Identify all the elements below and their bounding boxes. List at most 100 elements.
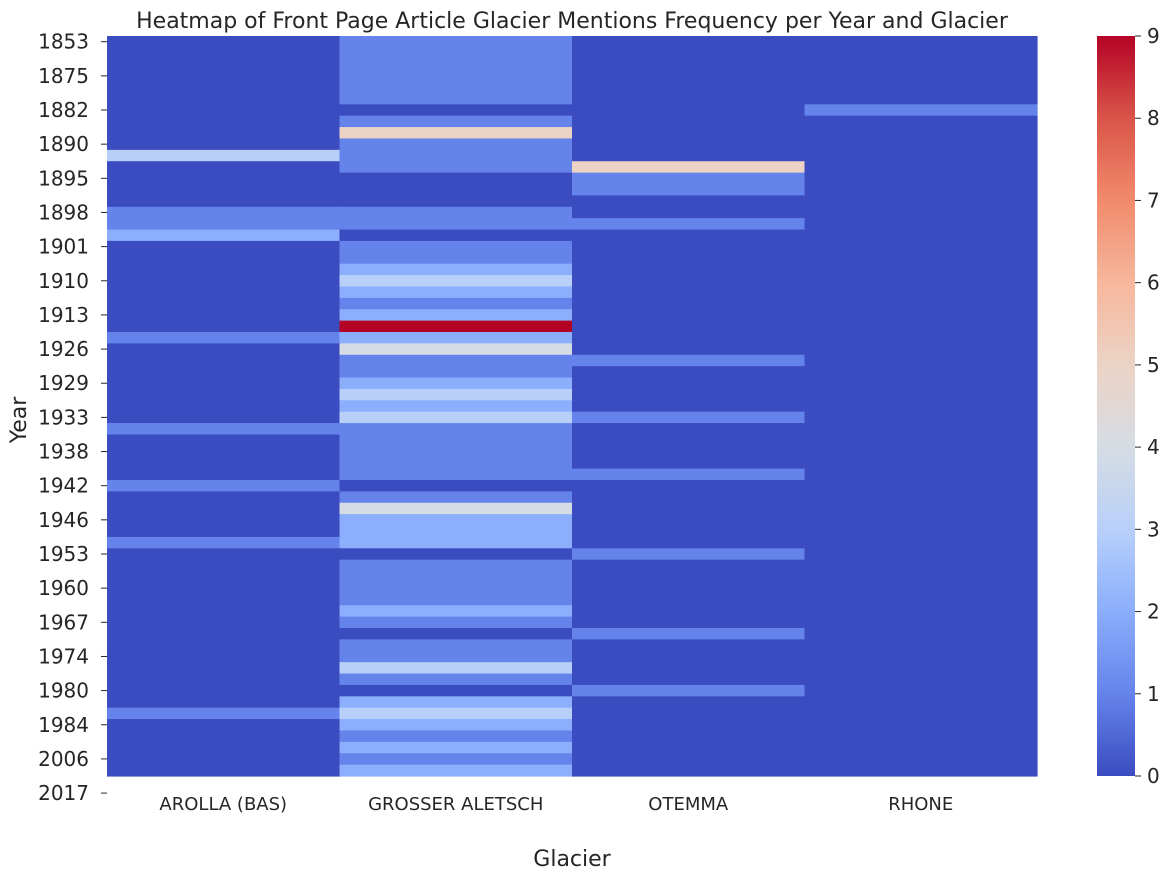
heatmap-cell — [107, 58, 341, 71]
heatmap-cell — [572, 434, 806, 447]
heatmap-cell — [572, 92, 806, 105]
colorbar-tick-label: 2 — [1147, 600, 1160, 624]
heatmap-cell — [107, 92, 341, 105]
y-tick-label: 1926 — [38, 337, 89, 361]
heatmap-cell — [804, 457, 1038, 470]
heatmap-cell — [339, 47, 573, 60]
heatmap-cell — [572, 81, 806, 94]
y-axis-ticks: 1853 1875 1882 1890 1895 1898 1901 1910 1913 1926… — [38, 30, 107, 805]
heatmap-cell — [572, 229, 806, 242]
heatmap-cell — [572, 559, 806, 572]
heatmap-cell — [339, 423, 573, 436]
heatmap-cell — [572, 628, 806, 640]
heatmap-cell — [339, 263, 573, 276]
heatmap-cell — [804, 480, 1038, 492]
heatmap-cell — [107, 195, 341, 208]
heatmap-cell — [107, 184, 341, 196]
heatmap-cell — [339, 218, 573, 231]
heatmap-cell — [804, 468, 1038, 481]
heatmap-cell — [804, 377, 1038, 390]
heatmap-cell — [339, 354, 573, 367]
heatmap-cell — [107, 70, 341, 83]
heatmap-cell — [572, 616, 806, 629]
heatmap-cell — [572, 662, 806, 675]
heatmap-cell — [804, 559, 1038, 572]
heatmap-cell — [572, 47, 806, 60]
heatmap-cell — [804, 332, 1038, 344]
heatmap-cell — [339, 388, 573, 401]
heatmap-cell — [572, 354, 806, 367]
y-tick-label: 1913 — [38, 303, 89, 327]
colorbar-tick-label: 6 — [1147, 271, 1160, 295]
heatmap-cell — [339, 286, 573, 299]
heatmap-cell — [339, 36, 573, 48]
heatmap-cell — [107, 480, 341, 492]
heatmap-cell — [804, 639, 1038, 652]
heatmap-cell — [804, 320, 1038, 333]
colorbar-tick-label: 7 — [1147, 188, 1160, 212]
heatmap-cell — [339, 764, 573, 777]
heatmap-cell — [572, 764, 806, 777]
heatmap-cell — [572, 468, 806, 481]
heatmap-cell — [339, 730, 573, 743]
heatmap-cell — [572, 491, 806, 504]
heatmap-cell — [804, 650, 1038, 663]
heatmap-cell — [804, 684, 1038, 697]
heatmap-cell — [572, 605, 806, 618]
heatmap-cell — [572, 70, 806, 83]
heatmap-cell — [572, 548, 806, 561]
heatmap-cell — [572, 138, 806, 151]
heatmap-cell — [804, 753, 1038, 766]
heatmap-cell — [572, 480, 806, 492]
y-tick-label: 1890 — [38, 132, 89, 156]
heatmap-cells — [107, 36, 1038, 777]
heatmap-cell — [107, 764, 341, 777]
x-axis-ticks: AROLLA (BAS) GROSSER ALETSCH OTEMMA RHONE — [159, 794, 953, 815]
heatmap-cell — [107, 104, 341, 117]
heatmap-cell — [107, 297, 341, 310]
heatmap-cell — [107, 548, 341, 561]
heatmap-cell — [107, 445, 341, 458]
y-axis-label: Year — [7, 396, 32, 445]
heatmap-cell — [804, 115, 1038, 128]
heatmap-cell — [804, 252, 1038, 265]
heatmap-cell — [107, 377, 341, 390]
heatmap-cell — [572, 730, 806, 743]
heatmap-cell — [107, 400, 341, 413]
heatmap-cell — [107, 628, 341, 640]
heatmap-cell — [572, 388, 806, 401]
heatmap-cell — [572, 275, 806, 288]
heatmap-cell — [572, 206, 806, 219]
y-tick-label: 1984 — [38, 713, 89, 737]
heatmap-cell — [107, 605, 341, 618]
y-tick-label: 1898 — [38, 200, 89, 224]
heatmap-cell — [339, 753, 573, 766]
heatmap-cell — [107, 559, 341, 572]
heatmap-cell — [339, 650, 573, 663]
heatmap-cell — [804, 491, 1038, 504]
heatmap-cell — [804, 628, 1038, 640]
heatmap-cell — [804, 434, 1038, 447]
heatmap-cell — [339, 548, 573, 561]
heatmap-cell — [804, 673, 1038, 686]
heatmap-cell — [107, 491, 341, 504]
heatmap-cell — [572, 218, 806, 231]
heatmap-cell — [107, 252, 341, 265]
heatmap-cell — [804, 616, 1038, 629]
heatmap-cell — [804, 297, 1038, 310]
heatmap-cell — [107, 354, 341, 367]
heatmap-cell — [107, 571, 341, 584]
heatmap-cell — [107, 753, 341, 766]
heatmap-cell — [107, 536, 341, 549]
heatmap-cell — [804, 707, 1038, 720]
heatmap-cell — [339, 741, 573, 754]
heatmap-cell — [804, 206, 1038, 219]
heatmap-cell — [572, 161, 806, 174]
heatmap-cell — [107, 138, 341, 151]
heatmap-cell — [107, 457, 341, 470]
heatmap-cell — [107, 593, 341, 606]
x-tick-label: RHONE — [888, 794, 953, 815]
heatmap-cell — [804, 218, 1038, 231]
heatmap-cell — [804, 582, 1038, 595]
heatmap-cell — [339, 161, 573, 174]
